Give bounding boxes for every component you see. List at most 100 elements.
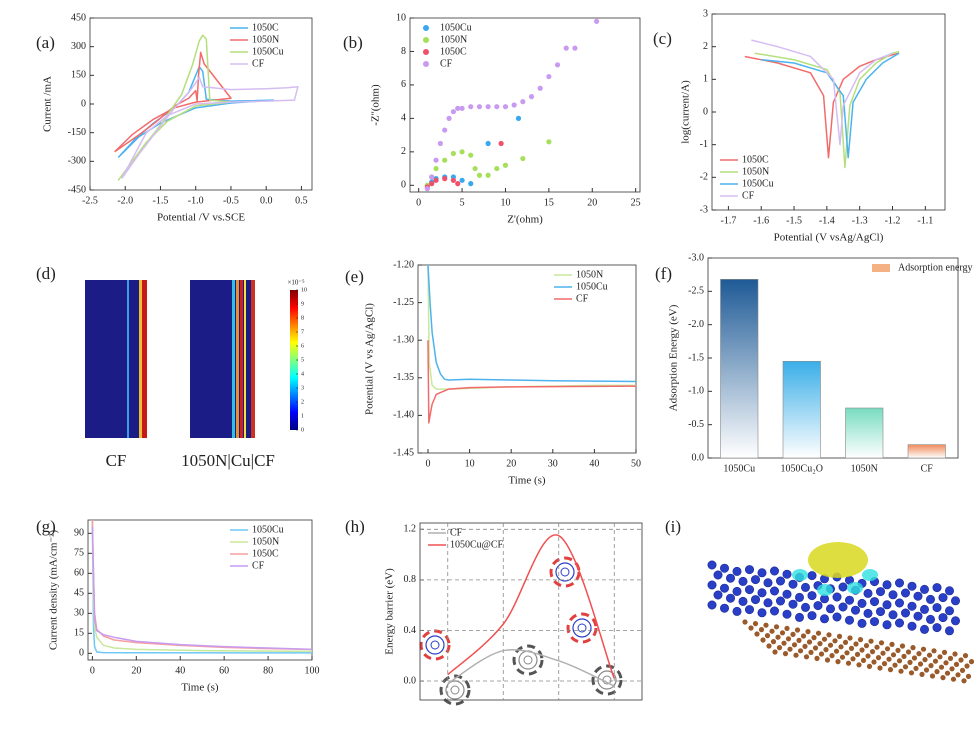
scatter-point [546,73,552,80]
graphene-atom [842,639,849,646]
graphene-atom [787,646,793,652]
heatmap-band [244,280,246,438]
series-line [447,649,615,687]
structure-image [707,542,975,684]
cluster-atom [782,569,792,579]
cluster-atom [944,586,954,596]
graphene-atom [812,645,819,651]
y-tick-label: -1.30 [393,334,414,345]
charge-density [862,569,878,581]
graphene-atom [871,659,877,665]
heatmap-caption: 1050N|Cu|CF [181,451,275,470]
heatmap-band [142,280,147,438]
graphene-atom [776,645,783,651]
y-tick-label: 2 [401,146,406,157]
scatter-point [450,177,456,183]
cluster-atom [719,603,729,613]
cluster-atom [719,583,729,593]
y-tick-label: 300 [71,41,86,52]
colorbar-tick-label: 7 [301,329,304,335]
panel-label: (i) [665,517,681,536]
x-tick-label: -1.0 [188,195,204,206]
graphene-atom [950,676,957,682]
y-tick-label: 0 [79,648,84,659]
legend-label: 1050Cu [440,22,472,33]
colorbar-tick-label: 2 [301,399,304,405]
cluster-atom [707,600,717,610]
cluster-atom [950,616,960,626]
y-tick-label: 1 [703,74,708,85]
cluster-atom [925,614,935,624]
cluster-atom [932,623,942,633]
x-tick-label: 0 [425,458,430,469]
cluster-atom [769,566,779,576]
graphene-atom [832,638,838,644]
scatter-point [563,45,569,51]
legend-label: 1050C [742,154,769,165]
cluster-atom [788,599,798,609]
y-axis-title: Energy barrier (eV) [384,568,396,655]
graphene-atom [752,621,759,627]
cluster-atom [844,595,854,605]
bar [720,279,759,459]
cluster-atom [932,583,942,593]
molecule-ring [591,664,623,696]
heatmap-caption: CF [106,451,127,470]
series-line [447,534,615,679]
scatter-point [429,174,435,180]
graphene-atom [910,645,916,651]
colorbar-tick-label: 0 [301,427,304,433]
legend-label: 1050N [576,269,603,280]
heatmap-band [236,280,239,438]
y-tick-label: -1.0 [688,386,704,397]
y-tick-label: 450 [71,12,86,23]
y-tick-label: 3 [703,8,708,19]
cluster-atom [794,592,804,602]
graphene-atom [952,651,958,657]
graphene-atom [760,637,766,643]
x-tick-label: 40 [175,665,185,676]
heatmap-band [240,280,243,438]
cluster-atom [894,578,904,588]
x-tick-label: 0.0 [260,195,273,206]
graphene-atom [943,660,949,666]
scatter-point [450,109,456,115]
scatter-point [442,127,448,133]
x-tick-label: 15 [544,197,554,208]
colorbar-tick-label: 10 [301,287,307,293]
scatter-point [546,139,552,145]
cluster-atom [894,598,904,608]
cluster-atom [894,618,904,628]
cluster-atom [882,620,892,630]
cluster-atom [875,607,885,617]
x-tick-label: -1.3 [852,215,868,226]
graphene-atom [811,635,817,641]
y-tick-label: 45 [74,588,84,599]
y-axis-title: Current density (mA/cm⁻²) [48,530,60,651]
cluster-atom [825,604,835,614]
graphene-atom [898,668,904,674]
scatter-point [594,18,600,24]
plot-frame [409,17,641,193]
scatter-point [455,105,461,111]
y-tick-label: -1.45 [393,447,414,458]
x-tick-label: 1050Cu [723,463,755,474]
graphene-atom [911,655,918,661]
x-tick-label: 1050N [851,463,878,474]
cluster-atom [800,602,810,612]
graphene-atom [803,654,810,660]
scatter-point [442,157,448,163]
series-line [121,76,299,179]
graphene-atom [881,661,888,667]
scatter-point [468,152,474,158]
cluster-atom [932,603,942,613]
x-tick-label: 0.5 [295,195,308,206]
scatter-point [455,181,461,187]
cluster-atom [832,612,842,622]
y-tick-label: 8 [401,46,406,57]
cluster-atom [832,592,842,602]
y-tick-label: 15 [74,628,84,639]
x-tick-label: -1.2 [885,215,901,226]
graphene-atom [928,663,934,669]
